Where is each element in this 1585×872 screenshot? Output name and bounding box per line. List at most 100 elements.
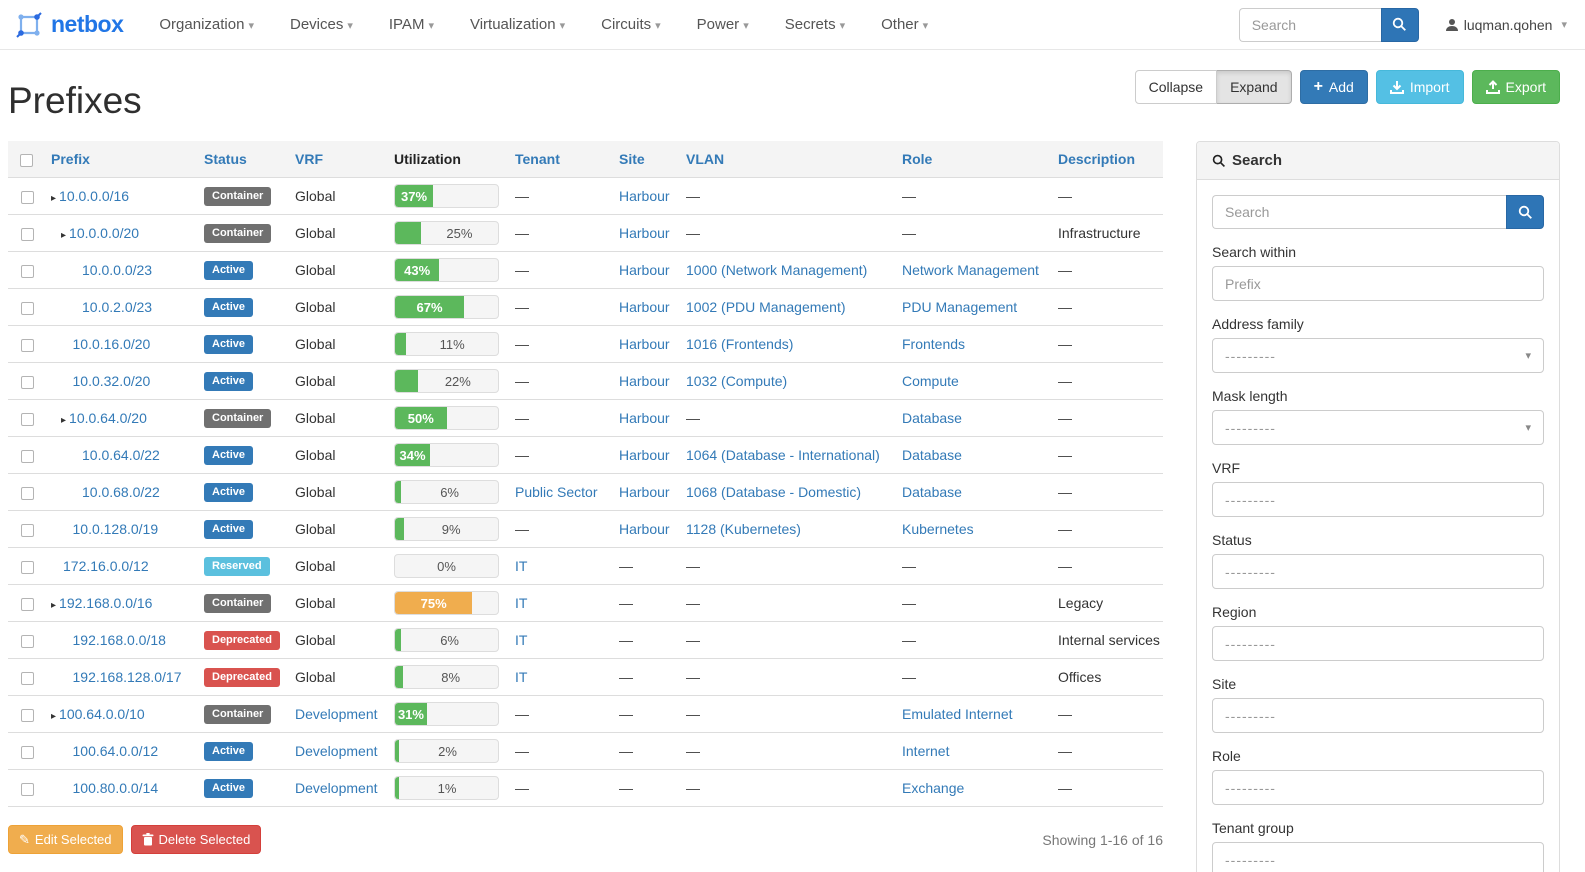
row-checkbox[interactable] [21, 449, 34, 463]
site-link[interactable]: Harbour [619, 521, 670, 537]
row-checkbox[interactable] [21, 523, 34, 537]
brand-link[interactable]: netbox [14, 10, 124, 40]
role-link[interactable]: Compute [902, 373, 959, 389]
row-checkbox[interactable] [21, 338, 34, 352]
sort-link-status[interactable]: Status [204, 151, 247, 167]
vlan-link[interactable]: 1002 (PDU Management) [686, 299, 846, 315]
tenant-link[interactable]: IT [515, 669, 528, 685]
prefix-link[interactable]: 100.64.0.0/10 [59, 706, 145, 722]
sort-link-description[interactable]: Description [1058, 151, 1136, 167]
role-link[interactable]: PDU Management [902, 299, 1018, 315]
expand-caret-icon[interactable]: ▸ [61, 415, 67, 426]
nav-menu-power[interactable]: Power ▾ [679, 1, 767, 48]
prefix-link[interactable]: 10.0.0.0/20 [69, 225, 140, 241]
vrf-link[interactable]: Development [295, 706, 378, 722]
prefix-link[interactable]: 10.0.64.0/22 [82, 447, 160, 463]
row-checkbox[interactable] [21, 264, 34, 278]
site-link[interactable]: Harbour [619, 484, 670, 500]
filter-vrf-select[interactable]: --------- [1212, 482, 1544, 517]
row-checkbox[interactable] [21, 708, 34, 722]
prefix-link[interactable]: 10.0.16.0/20 [72, 336, 151, 352]
row-checkbox[interactable] [21, 782, 34, 796]
site-link[interactable]: Harbour [619, 188, 670, 204]
sort-link-vrf[interactable]: VRF [295, 151, 323, 167]
sort-link-site[interactable]: Site [619, 151, 645, 167]
nav-menu-circuits[interactable]: Circuits ▾ [583, 1, 679, 48]
sort-link-tenant[interactable]: Tenant [515, 151, 560, 167]
prefix-link[interactable]: 100.80.0.0/14 [72, 780, 159, 796]
tenant-link[interactable]: IT [515, 632, 528, 648]
role-link[interactable]: Frontends [902, 336, 966, 352]
site-link[interactable]: Harbour [619, 447, 670, 463]
filter-role-select[interactable]: --------- [1212, 770, 1544, 805]
row-checkbox[interactable] [21, 190, 34, 204]
site-link[interactable]: Harbour [619, 262, 670, 278]
navbar-search-button[interactable] [1380, 7, 1419, 42]
role-link[interactable]: Emulated Internet [902, 706, 1013, 722]
tenant-link[interactable]: IT [515, 558, 528, 574]
nav-menu-ipam[interactable]: IPAM ▾ [371, 1, 452, 48]
vlan-link[interactable]: 1128 (Kubernetes) [686, 521, 801, 537]
vrf-link[interactable]: Development [295, 743, 378, 759]
filter-search-input[interactable] [1212, 195, 1506, 229]
filter-region-select[interactable]: --------- [1212, 626, 1544, 661]
vlan-link[interactable]: 1000 (Network Management) [686, 262, 868, 278]
nav-menu-devices[interactable]: Devices ▾ [272, 1, 371, 48]
nav-menu-other[interactable]: Other ▾ [863, 1, 946, 48]
expand-caret-icon[interactable]: ▸ [61, 230, 67, 241]
vlan-link[interactable]: 1068 (Database - Domestic) [686, 484, 862, 500]
expand-caret-icon[interactable]: ▸ [51, 600, 57, 611]
row-checkbox[interactable] [21, 227, 34, 241]
vrf-link[interactable]: Development [295, 780, 378, 796]
delete-selected-button[interactable]: Delete Selected [130, 825, 262, 854]
filter-address-family-select[interactable]: --------- ▾ [1212, 338, 1544, 373]
nav-menu-virtualization[interactable]: Virtualization ▾ [452, 1, 583, 48]
prefix-link[interactable]: 10.0.64.0/20 [69, 410, 147, 426]
prefix-link[interactable]: 10.0.128.0/19 [72, 521, 159, 537]
row-checkbox[interactable] [21, 745, 34, 759]
sort-link-vlan[interactable]: VLAN [686, 151, 725, 167]
row-checkbox[interactable] [21, 597, 34, 611]
export-button[interactable]: Export [1471, 70, 1560, 104]
site-link[interactable]: Harbour [619, 225, 670, 241]
row-checkbox[interactable] [21, 486, 34, 500]
tenant-link[interactable]: IT [515, 595, 528, 611]
site-link[interactable]: Harbour [619, 336, 670, 352]
role-link[interactable]: Internet [902, 743, 950, 759]
prefix-link[interactable]: 10.0.0.0/23 [82, 262, 153, 278]
nav-menu-secrets[interactable]: Secrets ▾ [767, 1, 863, 48]
collapse-button[interactable]: Collapse [1134, 70, 1218, 104]
filter-status-select[interactable]: --------- [1212, 554, 1544, 589]
import-button[interactable]: Import [1375, 70, 1464, 104]
vlan-link[interactable]: 1032 (Compute) [686, 373, 788, 389]
site-link[interactable]: Harbour [619, 373, 670, 389]
prefix-link[interactable]: 10.0.68.0/22 [82, 484, 160, 500]
site-link[interactable]: Harbour [619, 410, 670, 426]
edit-selected-button[interactable]: ✎ Edit Selected [8, 825, 123, 854]
row-checkbox[interactable] [21, 301, 34, 315]
navbar-search-input[interactable] [1238, 7, 1381, 42]
sort-link-prefix[interactable]: Prefix [51, 151, 90, 167]
vlan-link[interactable]: 1016 (Frontends) [686, 336, 794, 352]
prefix-link[interactable]: 192.168.0.0/16 [59, 595, 153, 611]
row-checkbox[interactable] [21, 375, 34, 389]
role-link[interactable]: Database [902, 484, 962, 500]
filter-search-button[interactable] [1506, 195, 1544, 229]
expand-button[interactable]: Expand [1217, 70, 1292, 104]
filter-tenant-group-select[interactable]: --------- [1212, 842, 1544, 872]
nav-menu-organization[interactable]: Organization ▾ [141, 1, 272, 48]
role-link[interactable]: Database [902, 410, 962, 426]
role-link[interactable]: Exchange [902, 780, 965, 796]
filter-search-within-input[interactable] [1212, 266, 1544, 301]
prefix-link[interactable]: 192.168.128.0/17 [72, 669, 182, 685]
prefix-link[interactable]: 100.64.0.0/12 [72, 743, 159, 759]
tenant-link[interactable]: Public Sector [515, 484, 598, 500]
user-menu[interactable]: luqman.qohen ▾ [1445, 17, 1567, 33]
prefix-link[interactable]: 172.16.0.0/12 [63, 558, 149, 574]
role-link[interactable]: Kubernetes [902, 521, 974, 537]
filter-site-select[interactable]: --------- [1212, 698, 1544, 733]
add-button[interactable]: + Add [1299, 70, 1368, 104]
site-link[interactable]: Harbour [619, 299, 670, 315]
prefix-link[interactable]: 10.0.2.0/23 [82, 299, 153, 315]
row-checkbox[interactable] [21, 671, 34, 685]
